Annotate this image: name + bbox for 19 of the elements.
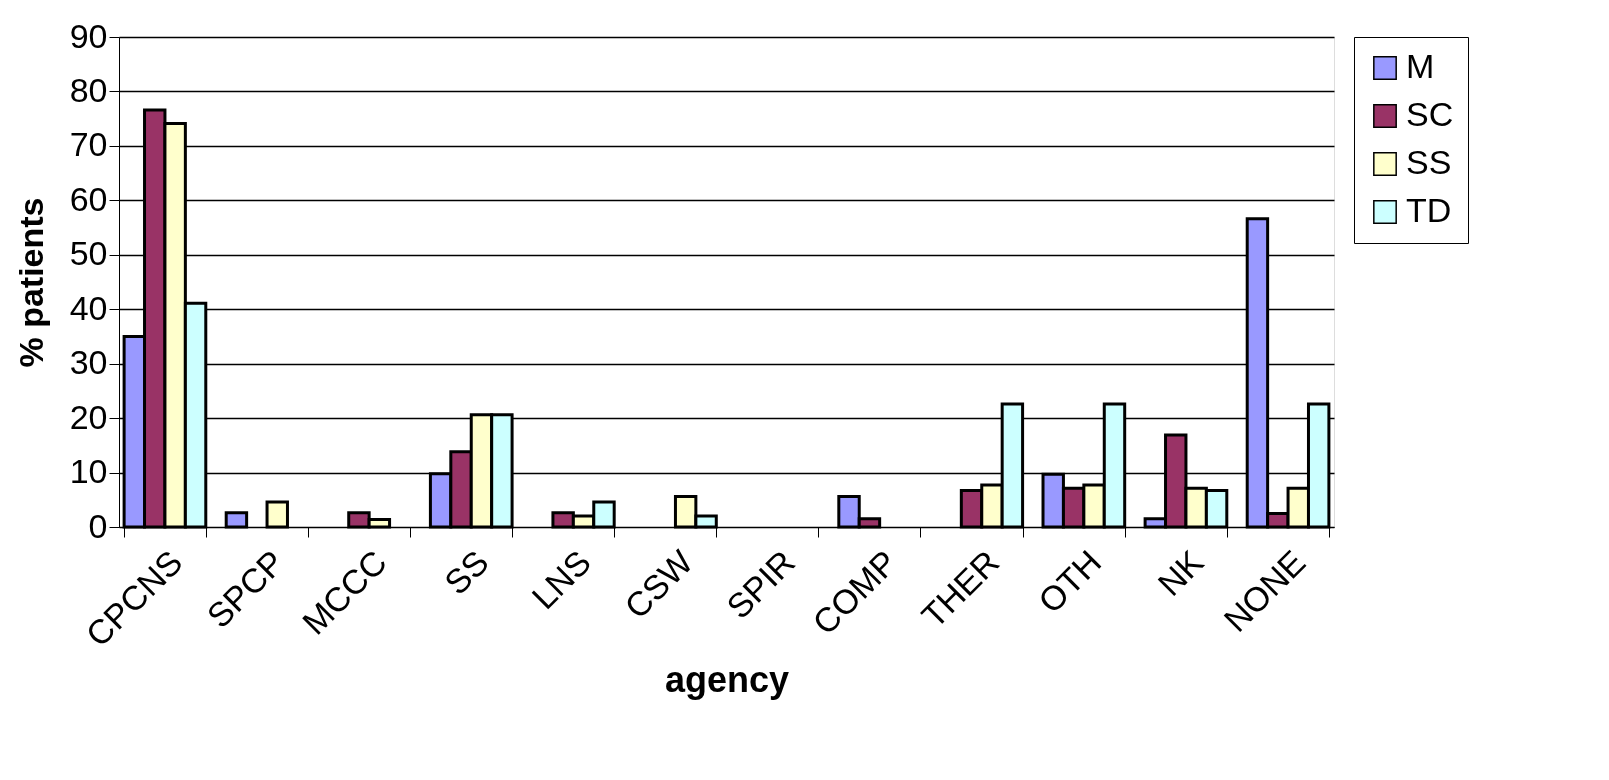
x-tick-label: NK xyxy=(1150,542,1211,603)
y-tick-label: 60 xyxy=(69,179,108,218)
legend-label: M xyxy=(1406,47,1435,85)
y-tick-label: 70 xyxy=(69,125,108,164)
legend-label: SS xyxy=(1406,143,1452,181)
y-tick-label: 50 xyxy=(69,234,108,273)
y-tick-label: 90 xyxy=(69,16,108,55)
y-axis-title: % patients xyxy=(11,197,50,368)
y-tick-label: 20 xyxy=(69,397,108,436)
x-tick-label: SS xyxy=(436,542,496,602)
y-tick-label: 40 xyxy=(69,288,108,327)
legend-label: TD xyxy=(1406,191,1452,229)
y-tick-label: 30 xyxy=(69,343,108,382)
x-axis-title: agency xyxy=(664,658,790,700)
y-tick-label: 80 xyxy=(69,70,108,109)
legend-label: SC xyxy=(1406,95,1454,133)
y-tick-label: 10 xyxy=(69,452,108,491)
y-tick-label: 0 xyxy=(88,506,108,545)
x-tick-label: LNS xyxy=(524,542,598,617)
